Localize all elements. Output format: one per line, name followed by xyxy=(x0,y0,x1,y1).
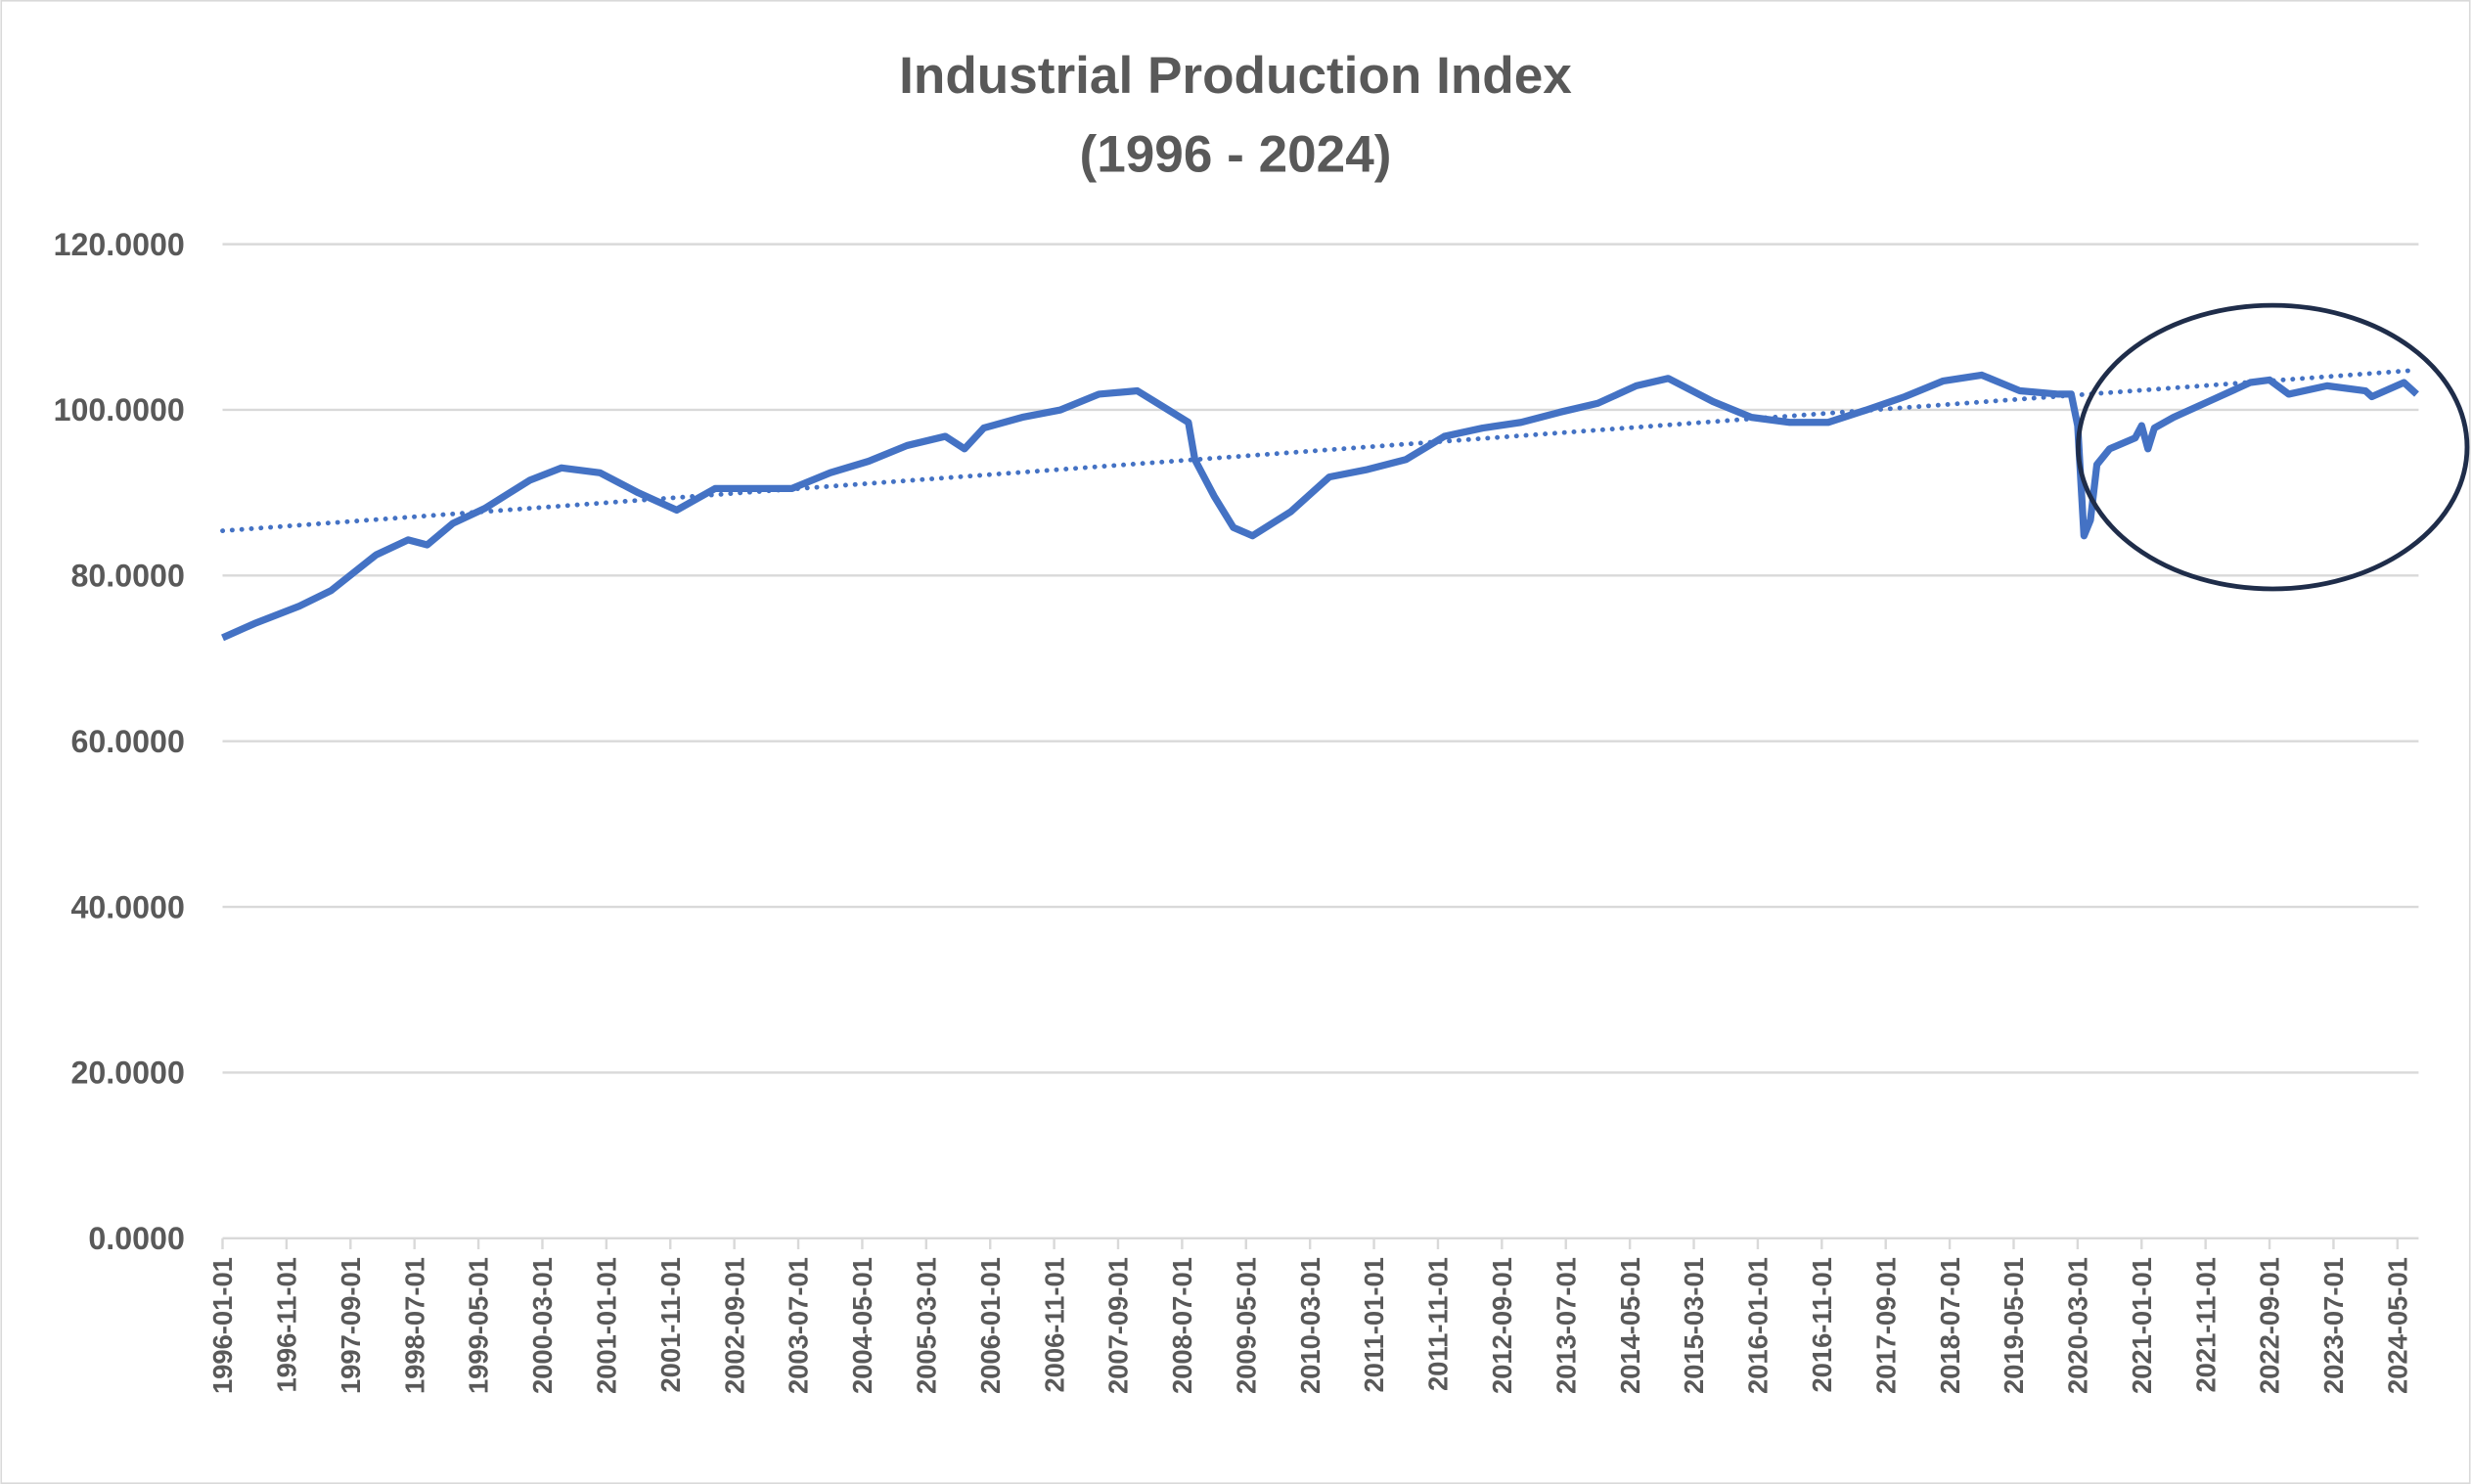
y-tick-label: 0.0000 xyxy=(88,1221,184,1256)
annotation-ellipse xyxy=(2076,302,2470,592)
x-tick-label: 2013-07-01 xyxy=(1550,1257,1581,1394)
y-tick-label: 40.0000 xyxy=(71,889,185,924)
x-tick-label: 2014-05-01 xyxy=(1615,1257,1645,1394)
x-tick-label: 2006-01-01 xyxy=(975,1257,1006,1394)
y-tick-label: 80.0000 xyxy=(71,559,185,594)
x-tick-label: 2002-09-01 xyxy=(719,1257,749,1394)
x-tick-label: 2016-01-01 xyxy=(1743,1257,1774,1394)
x-tick-label: 2017-09-01 xyxy=(1870,1257,1901,1394)
y-axis-labels: 0.0000 20.0000 40.0000 60.0000 80.0000 100.00… xyxy=(54,227,185,1256)
x-tick-label: 2011-01-01 xyxy=(1359,1257,1389,1392)
y-tick-label: 20.0000 xyxy=(71,1056,185,1091)
x-tick-label: 2020-03-01 xyxy=(2063,1257,2093,1394)
x-axis: 1996-01-01 1996-11-01 1997-09-01 1998-07-01… xyxy=(207,1237,2419,1394)
x-tick-label: 2023-07-01 xyxy=(2318,1257,2349,1394)
x-tick-label: 2009-05-01 xyxy=(1231,1257,1261,1394)
x-tick-label: 1996-01-01 xyxy=(207,1257,238,1394)
x-tick-label: 2016-11-01 xyxy=(1807,1257,1837,1392)
x-tick-label: 2011-11-01 xyxy=(1423,1257,1454,1391)
y-tick-label: 100.0000 xyxy=(54,392,185,427)
x-tick-label: 2007-09-01 xyxy=(1103,1257,1134,1394)
x-tick-label: 1999-05-01 xyxy=(464,1257,494,1394)
x-tick-label: 2022-09-01 xyxy=(2255,1257,2285,1394)
x-tick-label: 2021-01-01 xyxy=(2127,1257,2157,1394)
chart-title: Industrial Production Index xyxy=(899,47,1572,105)
gridlines xyxy=(222,243,2419,1074)
x-tick-label: 2021-11-01 xyxy=(2190,1257,2221,1392)
x-tick-label: 2012-09-01 xyxy=(1487,1257,1517,1394)
x-tick-label: 1996-11-01 xyxy=(272,1257,302,1392)
x-tick-label: 2003-07-01 xyxy=(784,1257,814,1394)
x-tick-label: 2010-03-01 xyxy=(1295,1257,1325,1394)
x-tick-label: 2015-03-01 xyxy=(1679,1257,1709,1394)
chart-subtitle: (1996 - 2024) xyxy=(1080,126,1392,184)
y-tick-label: 120.0000 xyxy=(54,227,185,262)
x-tick-label: 1997-09-01 xyxy=(336,1257,366,1394)
x-tick-label: 2004-05-01 xyxy=(847,1257,877,1394)
x-tick-label: 2006-11-01 xyxy=(1039,1257,1069,1392)
x-tick-label: 2001-11-01 xyxy=(655,1257,686,1392)
series-line xyxy=(221,371,2419,642)
x-tick-label: 2001-01-01 xyxy=(592,1257,622,1394)
x-tick-label: 2000-03-01 xyxy=(527,1257,558,1394)
x-tick-label: 2008-07-01 xyxy=(1167,1257,1197,1394)
x-tick-label: 1998-07-01 xyxy=(399,1257,429,1394)
x-tick-label: 2018-07-01 xyxy=(1935,1257,1965,1394)
x-tick-label: 2024-05-01 xyxy=(2382,1257,2412,1394)
x-tick-label: 2005-03-01 xyxy=(911,1257,941,1394)
x-tick-label: 2019-05-01 xyxy=(1999,1257,2029,1394)
y-tick-label: 60.0000 xyxy=(71,724,185,759)
